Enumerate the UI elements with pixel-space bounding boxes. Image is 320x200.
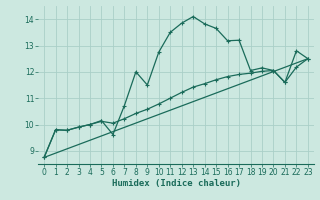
X-axis label: Humidex (Indice chaleur): Humidex (Indice chaleur) (111, 179, 241, 188)
